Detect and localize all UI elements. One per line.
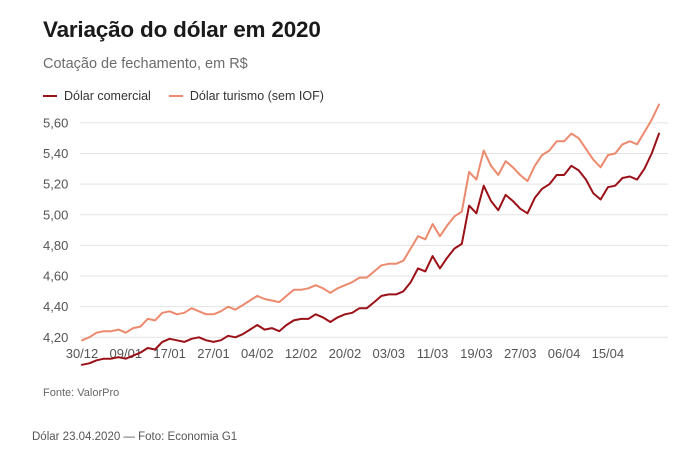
y-tick-label: 5,60 (43, 115, 68, 130)
x-tick-label: 03/03 (372, 346, 405, 361)
legend-item-comercial: Dólar comercial (43, 89, 151, 103)
legend-item-turismo: Dólar turismo (sem IOF) (168, 89, 324, 103)
y-tick-label: 4,20 (43, 330, 68, 345)
series-line-turismo (81, 103, 660, 342)
x-tick-label: 17/01 (153, 346, 186, 361)
chart-legend: Dólar comercial Dólar turismo (sem IOF) (43, 89, 342, 103)
x-tick-label: 11/03 (417, 346, 449, 361)
x-tick-label: 15/04 (592, 346, 625, 361)
y-tick-label: 5,00 (43, 207, 68, 222)
y-tick-label: 4,40 (43, 299, 68, 314)
legend-swatch-turismo (168, 95, 183, 97)
x-tick-label: 12/02 (285, 346, 318, 361)
y-tick-label: 4,80 (43, 238, 68, 253)
x-tick-label: 19/03 (460, 346, 493, 361)
y-tick-label: 4,60 (43, 269, 68, 284)
chart-subtitle: Cotação de fechamento, em R$ (43, 56, 248, 72)
series-line-comercial (81, 132, 660, 366)
chart-source: Fonte: ValorPro (43, 387, 120, 399)
y-tick-label: 5,20 (43, 177, 68, 192)
x-tick-label: 20/02 (329, 346, 362, 361)
legend-label-turismo: Dólar turismo (sem IOF) (189, 89, 324, 103)
y-tick-label: 5,40 (43, 146, 68, 161)
image-caption: Dólar 23.04.2020 — Foto: Economia G1 (32, 431, 238, 443)
x-tick-label: 27/01 (197, 346, 230, 361)
x-tick-label: 04/02 (241, 346, 274, 361)
x-tick-label: 27/03 (504, 346, 537, 361)
chart-title: Variação do dólar em 2020 (43, 17, 321, 42)
legend-swatch-comercial (43, 95, 57, 97)
legend-label-comercial: Dólar comercial (64, 89, 151, 103)
x-tick-label: 30/12 (66, 346, 99, 361)
x-tick-label: 06/04 (548, 346, 581, 361)
